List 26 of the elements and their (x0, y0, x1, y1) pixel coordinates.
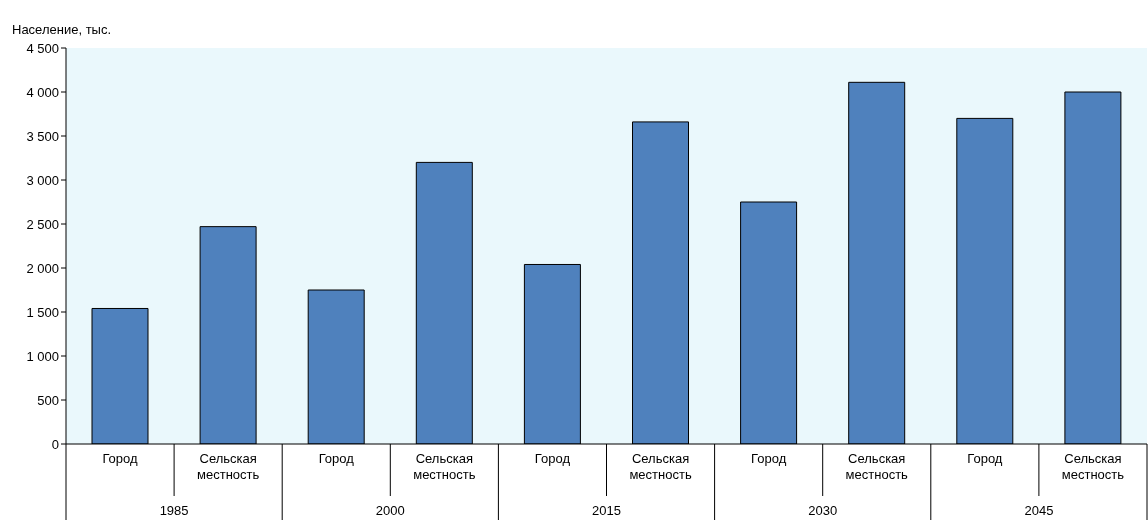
x-tick-label: Город (318, 451, 355, 466)
x-tick-label: Сельская местность (413, 451, 476, 482)
x-tick-label: Сельская местность (197, 451, 260, 482)
text: 2045 (1024, 503, 1054, 518)
text: 1985 (159, 503, 189, 518)
x-tick-label: Город (534, 451, 571, 466)
y-tick-label: 2 000 (26, 260, 59, 276)
text: 2030 (808, 503, 838, 518)
y-tick-label: 1 500 (26, 304, 59, 320)
y-tick-label: 4 500 (26, 40, 59, 56)
y-tick-label: 0 (51, 436, 59, 452)
text: 2015 (592, 503, 621, 518)
y-tick-label: 3 500 (26, 128, 59, 144)
x-tick-label: Сельская местность (629, 451, 692, 482)
y-tick-label: 2 500 (26, 216, 59, 232)
x-tick-label: Сельская местность (1061, 451, 1125, 482)
y-tick-label: 3 000 (26, 172, 59, 188)
x-tick-label: Город (751, 451, 787, 466)
x-tick-label: Город (102, 451, 139, 466)
text: 2000 (375, 503, 405, 518)
y-axis-title: Население, тыс. (12, 22, 112, 37)
y-tick-label: 4 000 (26, 84, 59, 100)
y-tick-label: 500 (37, 392, 59, 408)
x-tick-label: Город (967, 451, 1003, 466)
y-tick-label: 1 000 (26, 348, 59, 364)
x-tick-label: Сельская местность (845, 451, 909, 482)
